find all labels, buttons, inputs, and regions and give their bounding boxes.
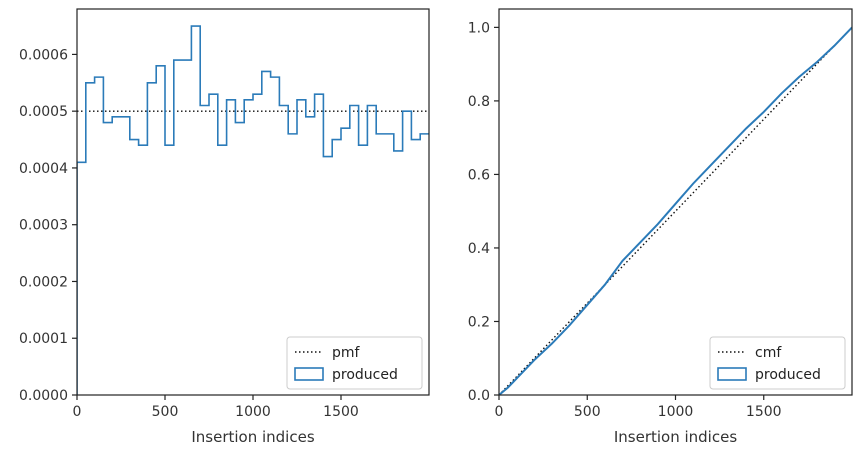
series-produced-line (499, 26, 852, 395)
chart-panel-1: 0 500 1000 1500 0.0000 0.0001 0.0002 0.0003 0.00… (19, 8, 430, 446)
x-tick-label: 1000 (235, 404, 271, 420)
y-tick-label: 0.0003 (19, 218, 68, 234)
y-tick-label: 0.0006 (19, 47, 68, 63)
plot-area (77, 25, 429, 395)
legend-label-produced: produced (332, 367, 398, 383)
series-produced-histogram (77, 25, 429, 395)
plot-area (499, 26, 852, 395)
y-tick-label: 0.0 (468, 388, 490, 404)
y-tick-label: 0.0001 (19, 331, 68, 347)
legend-box (286, 336, 423, 390)
y-tick-label: 0.4 (468, 241, 490, 257)
x-axis-label: Insertion indices (614, 428, 737, 446)
y-tick-label: 0.8 (468, 94, 490, 110)
legend-swatch-produced (717, 367, 747, 381)
x-tick-label: 1500 (323, 404, 359, 420)
legend-box (709, 336, 846, 390)
x-axis-label: Insertion indices (191, 428, 314, 446)
legend-label-cmf: cmf (755, 345, 782, 361)
chart-panel-2: 0 500 1000 1500 0.0 0.2 0.4 0.6 0.8 1.0 Insertion … (468, 8, 853, 446)
y-tick-label: 0.6 (468, 167, 490, 183)
y-tick-label: 0.0002 (19, 274, 68, 290)
y-tick-label: 0.0005 (19, 104, 68, 120)
series-cmf-line (499, 26, 852, 395)
y-tick-label: 0.2 (468, 314, 490, 330)
x-tick-label: 500 (152, 404, 179, 420)
legend-label-pmf: pmf (332, 345, 361, 361)
legend: cmf produced (709, 336, 846, 390)
x-tick-label: 500 (574, 404, 601, 420)
legend-swatch-produced (294, 367, 324, 381)
y-tick-label: 0.0004 (19, 161, 68, 177)
legend: pmf produced (286, 336, 423, 390)
x-tick-label: 1500 (746, 404, 782, 420)
y-tick-label: 0.0000 (19, 388, 68, 404)
y-tick-label: 1.0 (468, 20, 490, 36)
legend-label-produced: produced (755, 367, 821, 383)
x-tick-label: 0 (495, 404, 504, 420)
x-tick-label: 1000 (658, 404, 694, 420)
x-tick-label: 0 (73, 404, 82, 420)
